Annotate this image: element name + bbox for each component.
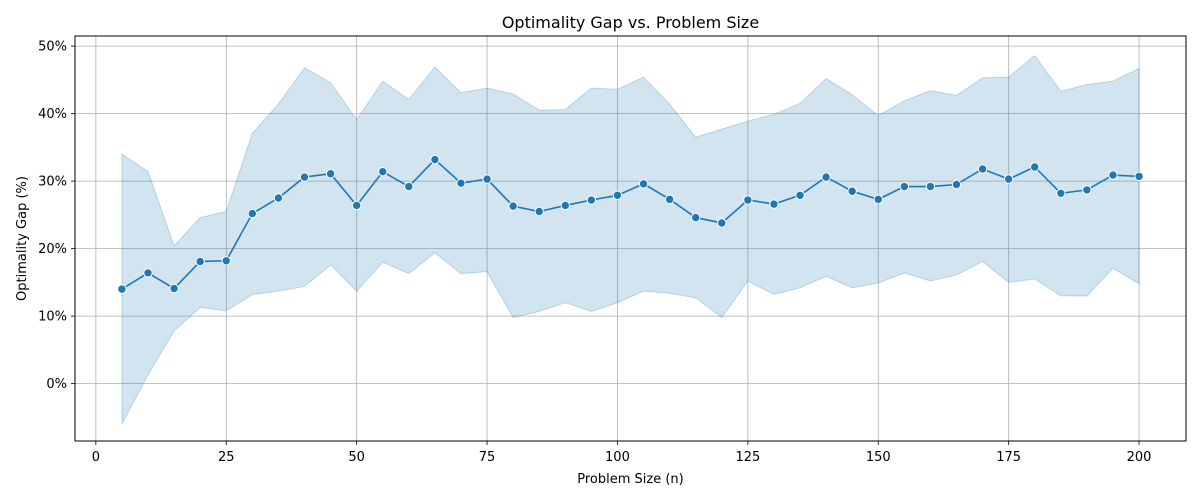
x-tick-label: 125 [735, 450, 760, 465]
data-point [456, 178, 466, 188]
y-ticks: 0% 10% 20% 30% 40% 50% [38, 40, 75, 392]
data-point [351, 200, 362, 211]
data-point [977, 164, 988, 174]
data-point [1003, 174, 1014, 184]
data-point [482, 174, 492, 184]
data-point [143, 268, 153, 278]
data-point [430, 154, 440, 165]
x-tick-label: 75 [479, 450, 496, 465]
data-point [378, 166, 388, 177]
y-axis-label: Optimality Gap (%) [15, 176, 30, 301]
confidence-band [121, 54, 1140, 425]
y-tick-label: 40% [38, 107, 67, 122]
data-point [847, 186, 857, 196]
data-point [743, 195, 753, 205]
data-point [247, 208, 258, 219]
data-point [769, 199, 779, 209]
y-tick-label: 10% [38, 310, 67, 325]
y-tick-label: 50% [38, 40, 67, 55]
data-point [534, 206, 544, 217]
data-point [664, 194, 675, 205]
data-point [586, 195, 597, 205]
x-tick-label: 200 [1127, 450, 1152, 465]
data-point [925, 181, 936, 192]
data-point [560, 200, 571, 211]
data-point [1082, 185, 1092, 195]
data-point [299, 172, 310, 182]
series-line [121, 158, 1140, 290]
x-tick-label: 50 [348, 450, 365, 465]
data-point [1108, 170, 1118, 180]
data-point [1134, 171, 1144, 182]
data-point [690, 212, 701, 223]
x-axis-label: Problem Size (n) [577, 472, 683, 487]
x-ticks: 0 25 50 75 100 125 150 175 200 [92, 441, 1152, 465]
data-point [795, 190, 805, 201]
x-tick-label: 25 [218, 450, 235, 465]
data-points [117, 154, 1144, 294]
data-point [404, 181, 414, 192]
x-tick-label: 0 [92, 450, 100, 465]
x-tick-label: 100 [605, 450, 630, 465]
x-tick-label: 175 [996, 450, 1021, 465]
y-tick-label: 0% [46, 377, 67, 392]
data-point [1056, 188, 1066, 198]
y-tick-label: 30% [38, 175, 67, 190]
data-point [221, 256, 231, 266]
data-point [951, 179, 962, 190]
data-point [821, 172, 831, 182]
data-point [169, 283, 179, 294]
data-point [638, 179, 649, 189]
data-point [117, 284, 127, 294]
data-point [195, 256, 205, 267]
data-point [899, 181, 910, 192]
data-point [273, 193, 284, 203]
chart-title: Optimality Gap vs. Problem Size [502, 13, 759, 32]
data-point [325, 169, 336, 179]
data-point [873, 194, 883, 205]
data-point [717, 218, 727, 228]
y-tick-label: 20% [38, 242, 67, 257]
plot-frame [74, 35, 1187, 442]
data-point [1030, 162, 1040, 172]
x-tick-label: 150 [866, 450, 891, 465]
data-point [612, 190, 623, 201]
grid [75, 36, 1186, 441]
data-point [508, 201, 518, 211]
